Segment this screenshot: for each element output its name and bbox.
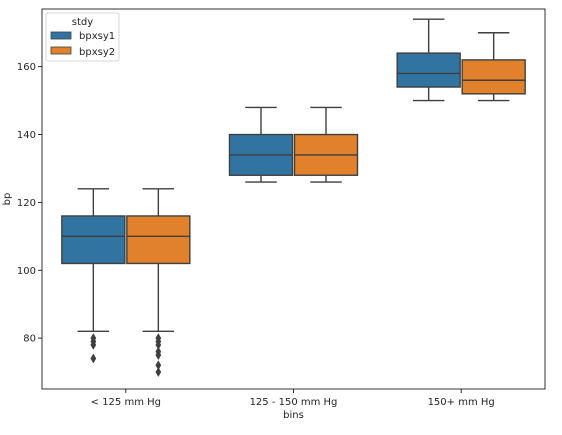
outlier-point (155, 367, 162, 378)
legend-swatch-bpxsy2 (50, 46, 72, 55)
legend-label-bpxsy2: bpxsy2 (79, 47, 115, 58)
legend-title: stdy (72, 17, 93, 28)
y-tick-label: 140 (17, 130, 36, 141)
y-tick-label: 80 (23, 334, 36, 345)
box-bpxsy2 (126, 188, 191, 378)
legend-swatch-bpxsy1 (50, 31, 72, 40)
x-tick-label: 150+ mm Hg (428, 397, 495, 408)
box-iqr (126, 215, 191, 265)
outlier-point (90, 353, 97, 364)
box-bpxsy2 (293, 106, 359, 183)
y-tick-label: 100 (17, 266, 36, 277)
box-bpxsy1 (228, 106, 294, 183)
legend-label-bpxsy1: bpxsy1 (79, 31, 115, 42)
boxes-layer (61, 18, 526, 378)
box-bpxsy1 (61, 188, 126, 364)
x-tick-label: < 125 mm Hg (91, 397, 161, 408)
y-axis: 80 100 120 140 160 (17, 62, 42, 345)
legend: stdy bpxsy1 bpxsy2 (45, 12, 120, 62)
plot-background (42, 9, 545, 389)
box-bpxsy2 (461, 32, 526, 102)
box-iqr (61, 215, 126, 265)
y-tick-label: 120 (17, 198, 36, 209)
outlier-point (90, 339, 97, 350)
box-bpxsy1 (396, 18, 461, 102)
x-axis-label: bins (283, 410, 304, 421)
outlier-point (155, 350, 162, 361)
y-tick-label: 160 (17, 62, 36, 73)
box-iqr (461, 59, 526, 95)
x-tick-label: 125 - 150 mm Hg (250, 397, 338, 408)
x-axis: < 125 mm Hg 125 - 150 mm Hg 150+ mm Hg (91, 389, 495, 408)
y-axis-label: bp (2, 193, 13, 206)
box-iqr (396, 52, 461, 88)
